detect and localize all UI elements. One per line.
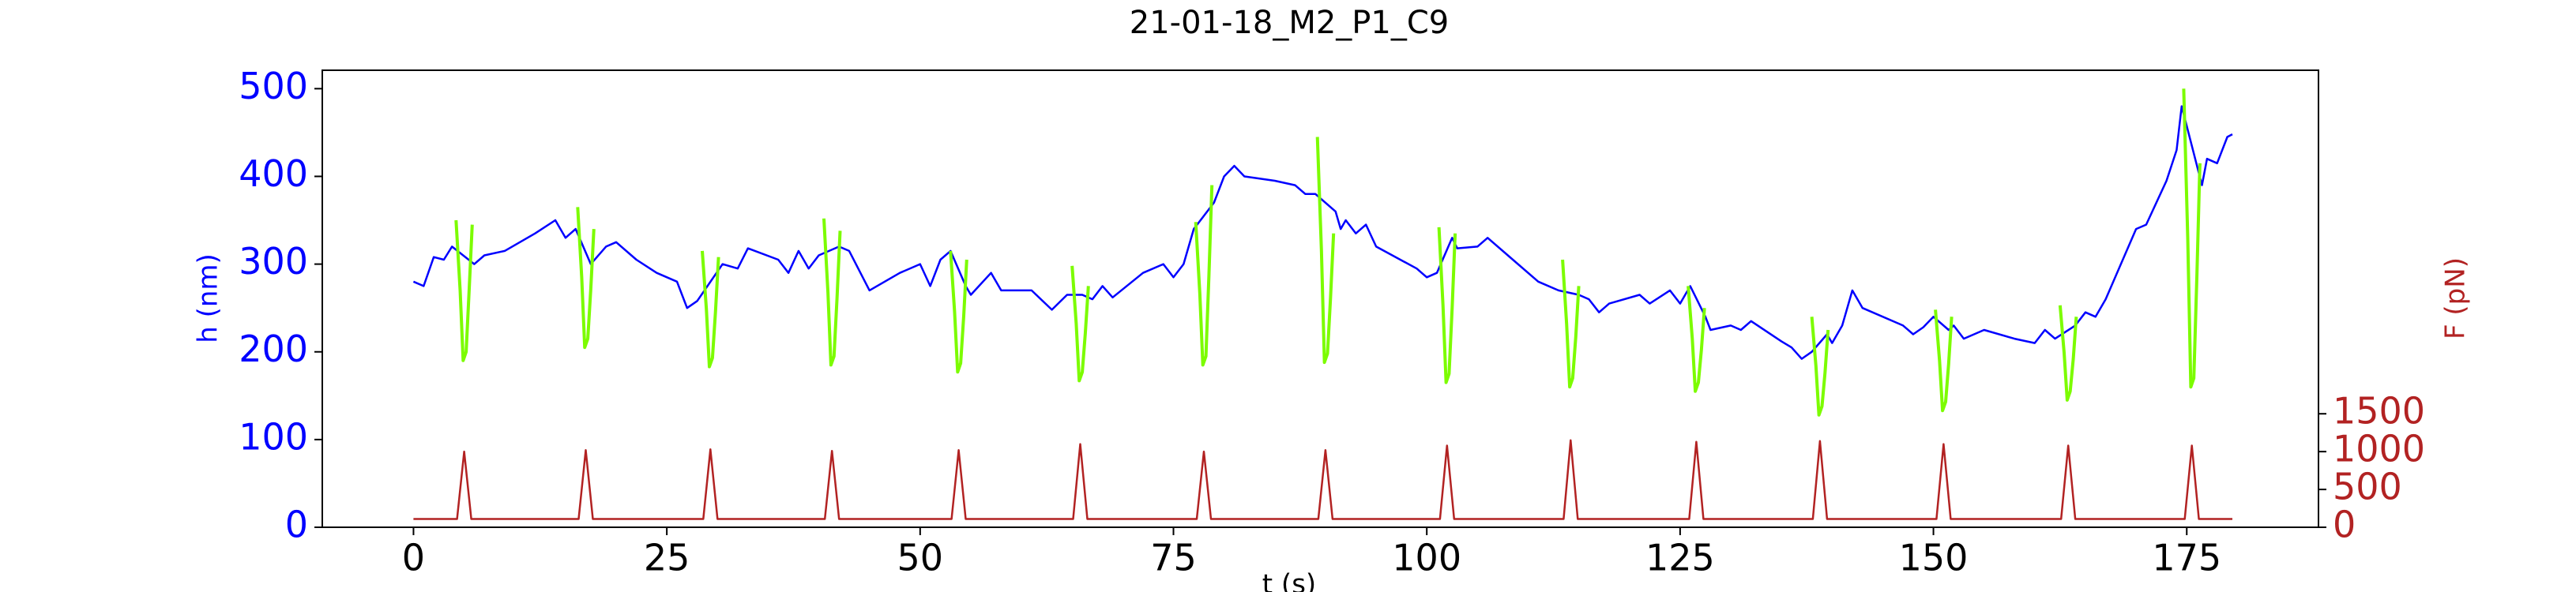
x-tick-label: 50 xyxy=(897,537,944,579)
x-axis-label: t (s) xyxy=(1262,569,1316,592)
y-tick-label: 0 xyxy=(285,504,308,546)
x-tick-label: 25 xyxy=(644,537,690,579)
y2-tick-label: 500 xyxy=(2333,466,2402,508)
x-tick-label: 150 xyxy=(1899,537,1969,579)
y-tick-label: 200 xyxy=(239,328,308,370)
x-tick-label: 0 xyxy=(402,537,425,579)
data-line xyxy=(454,88,2202,417)
y-tick-label: 100 xyxy=(239,415,308,458)
y-tick-label: 300 xyxy=(239,240,308,283)
y2-tick-label: 0 xyxy=(2333,504,2356,546)
x-tick-label: 175 xyxy=(2152,537,2221,579)
plot-frame xyxy=(322,69,2319,528)
x-tick-label: 125 xyxy=(1645,537,1715,579)
y2-axis-label: F (pN) xyxy=(2440,257,2472,339)
y2-tick-label: 1000 xyxy=(2333,428,2425,470)
y2-tick-label: 1500 xyxy=(2333,390,2425,433)
x-tick-label: 100 xyxy=(1392,537,1461,579)
chart-title: 21-01-18_M2_P1_C9 xyxy=(1130,5,1449,41)
y-tick-label: 400 xyxy=(239,152,308,195)
y-axis-label: h (nm) xyxy=(193,253,224,343)
x-tick-label: 75 xyxy=(1150,537,1197,579)
data-line xyxy=(413,439,2232,520)
y-tick-label: 500 xyxy=(239,65,308,107)
